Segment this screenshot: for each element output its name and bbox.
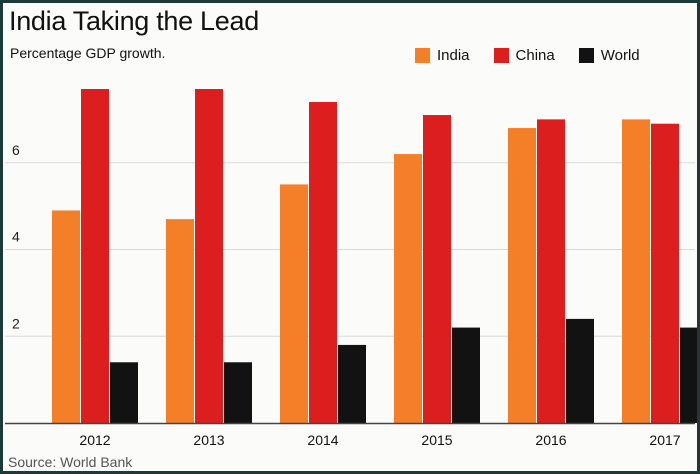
bar-world (566, 318, 594, 423)
chart-source: Source: World Bank (8, 454, 133, 470)
legend-label-world: World (600, 47, 640, 64)
bar-india (52, 210, 80, 423)
legend-swatch-world (578, 48, 594, 63)
bar-india (508, 128, 536, 424)
bar-china (423, 115, 451, 423)
bar-china (537, 119, 565, 423)
bar-india (280, 184, 308, 423)
y-tick-label: 2 (12, 315, 20, 331)
legend-item-world: World (578, 47, 640, 64)
bar-india (394, 154, 422, 423)
y-tick-label: 4 (12, 229, 20, 245)
bar-china (651, 123, 679, 424)
bar-world (452, 327, 480, 423)
bar-chart: 2 4 6 2012 2013 2014 2015 2016 2017 (5, 89, 697, 448)
x-tick-label: 2016 (535, 432, 566, 448)
x-tick-label: 2014 (307, 432, 338, 448)
bar-world (110, 362, 138, 423)
legend-item-china: China (493, 47, 555, 64)
legend-swatch-india (415, 48, 430, 63)
legend-item-india: India (415, 47, 470, 64)
x-tick-label: 2015 (421, 432, 452, 448)
bar-china (81, 89, 109, 423)
chart-legend: India China World (415, 47, 640, 64)
chart-subtitle: Percentage GDP growth. (10, 45, 166, 61)
legend-label-india: India (437, 47, 470, 64)
y-tick-label: 6 (12, 142, 20, 158)
chart-title: India Taking the Lead (9, 6, 259, 36)
bar-world (224, 362, 252, 423)
x-tick-label: 2017 (649, 432, 680, 448)
x-tick-label: 2012 (79, 432, 110, 448)
x-tick-label: 2013 (193, 432, 224, 448)
bar-china (195, 89, 223, 423)
legend-swatch-china (493, 48, 509, 63)
bar-india (166, 219, 194, 423)
legend-label-china: China (515, 47, 555, 64)
bar-china (309, 102, 337, 424)
bar-world (680, 327, 697, 423)
bar-india (622, 119, 650, 423)
bar-world (338, 344, 366, 423)
